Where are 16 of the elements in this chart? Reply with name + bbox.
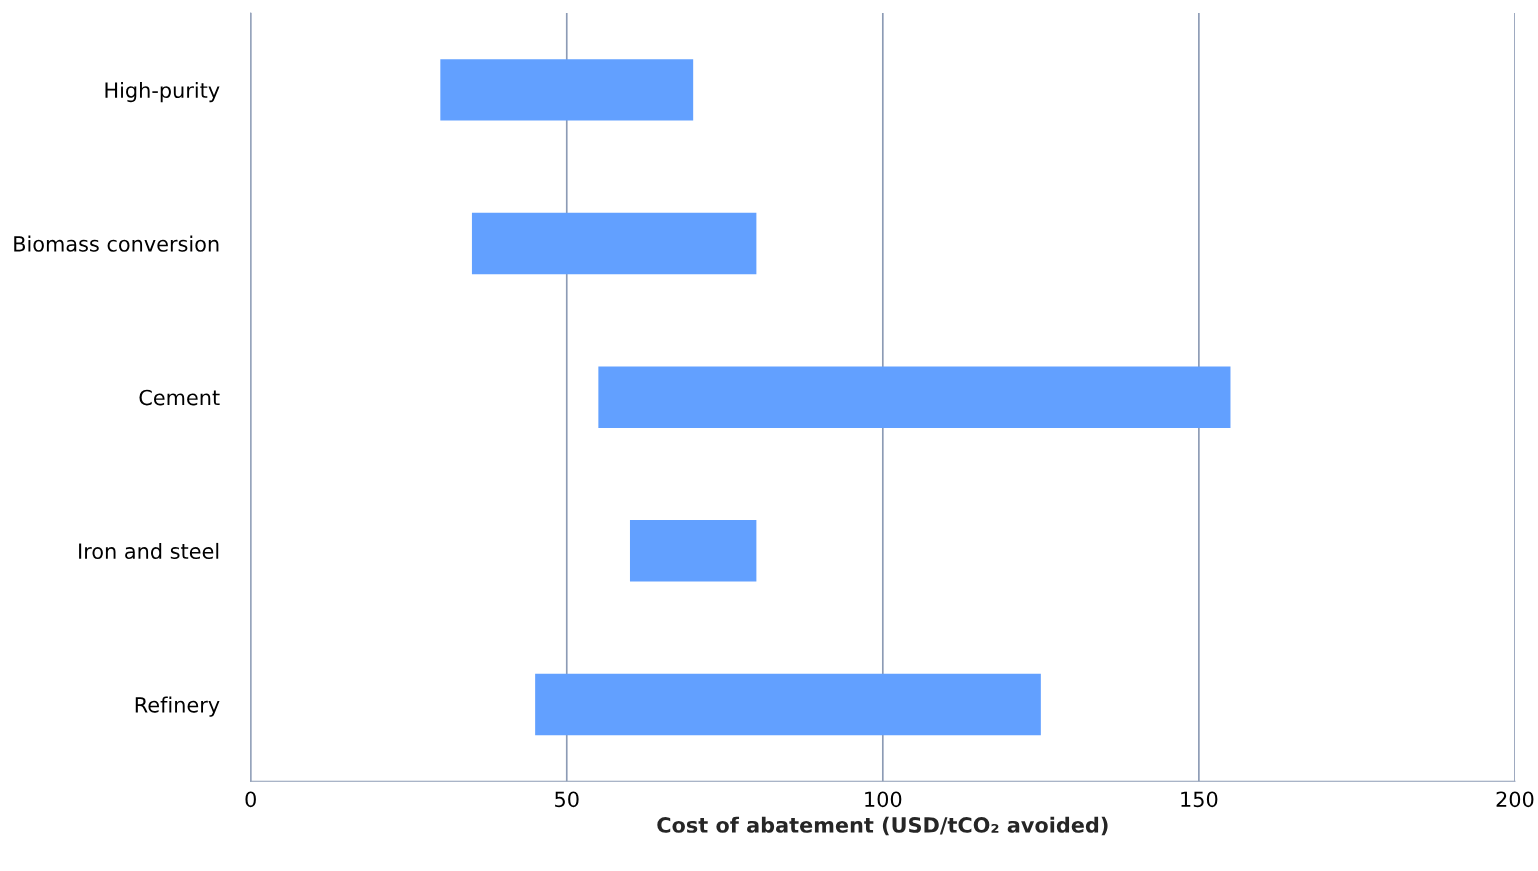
x-tick-label: 200 [1496,791,1534,808]
y-tick-label: Cement [139,389,220,406]
y-tick-label: Iron and steel [79,542,219,560]
x-tick-label: 0 [245,791,256,808]
bar [629,520,757,582]
bar [471,212,757,275]
x-tick-label: 100 [865,791,902,808]
bar [598,366,1231,428]
bar [440,59,694,121]
y-tick-label: High-purity [105,81,220,103]
bar [535,673,1041,736]
y-tick-label: Biomass conversion [14,235,219,252]
x-tick-label: 50 [555,791,579,808]
x-tick-label: 150 [1181,791,1218,808]
y-tick-label: Refinery [135,696,220,717]
x-axis-title: Cost of abatement (USD/tCO₂ avoided) [657,816,1108,836]
